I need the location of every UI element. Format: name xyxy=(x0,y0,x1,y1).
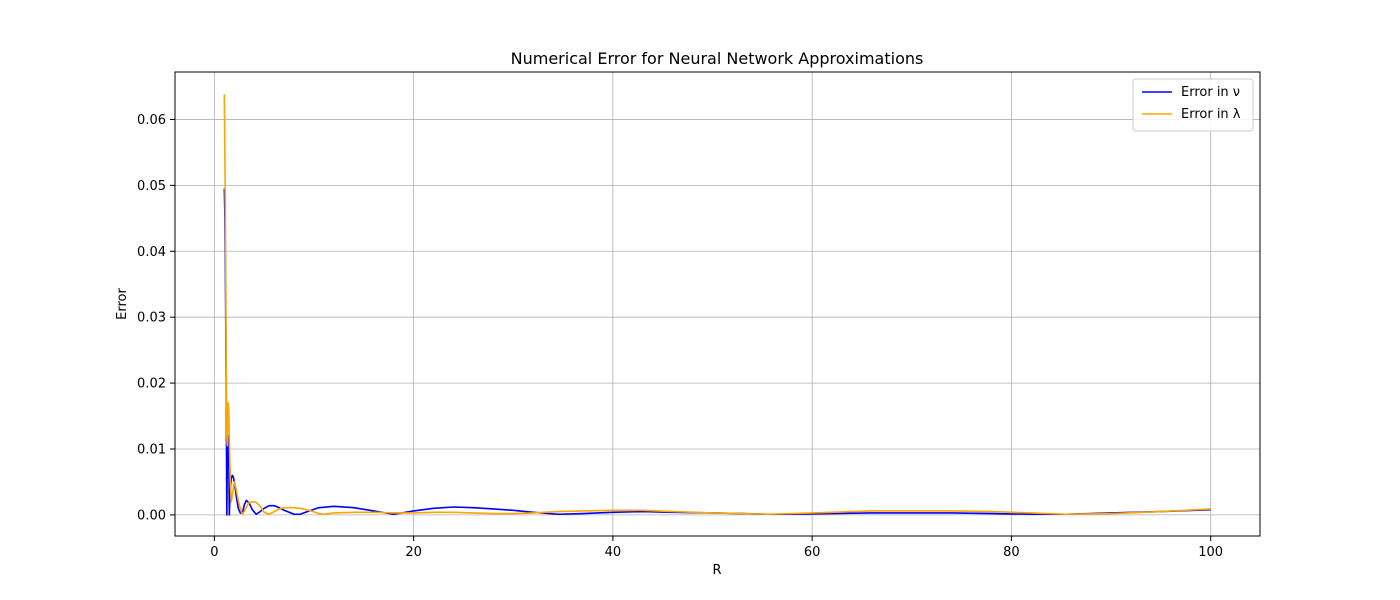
plot-series xyxy=(223,94,1211,516)
series-line-lambda xyxy=(223,94,1211,516)
y-tick-label: 0.06 xyxy=(137,113,166,128)
x-axis-label: R xyxy=(712,563,721,578)
y-tick-label: 0.00 xyxy=(137,508,166,523)
y-tick-label: 0.04 xyxy=(137,245,166,260)
axis-ticks: 0 20 40 60 80 100 0.00 0.01 0.02 0.03 0.04 0.05 0.06 xyxy=(137,113,1223,560)
chart-title: Numerical Error for Neural Network Appro… xyxy=(511,49,924,68)
y-tick-label: 0.05 xyxy=(137,179,166,194)
legend: Error in ν Error in λ xyxy=(1132,78,1254,132)
legend-label-lambda: Error in λ xyxy=(1181,107,1241,122)
y-tick-label: 0.01 xyxy=(137,443,166,458)
x-tick-label: 60 xyxy=(804,545,821,560)
x-tick-label: 0 xyxy=(210,545,218,560)
legend-label-nu: Error in ν xyxy=(1181,85,1240,100)
y-axis-label: Error xyxy=(115,288,130,320)
x-tick-label: 80 xyxy=(1003,545,1020,560)
x-tick-label: 40 xyxy=(605,545,622,560)
y-tick-label: 0.03 xyxy=(137,311,166,326)
grid xyxy=(175,72,1260,536)
x-tick-label: 20 xyxy=(405,545,422,560)
y-tick-label: 0.02 xyxy=(137,377,166,392)
plot-frame xyxy=(174,71,1261,537)
x-tick-label: 100 xyxy=(1198,545,1223,560)
